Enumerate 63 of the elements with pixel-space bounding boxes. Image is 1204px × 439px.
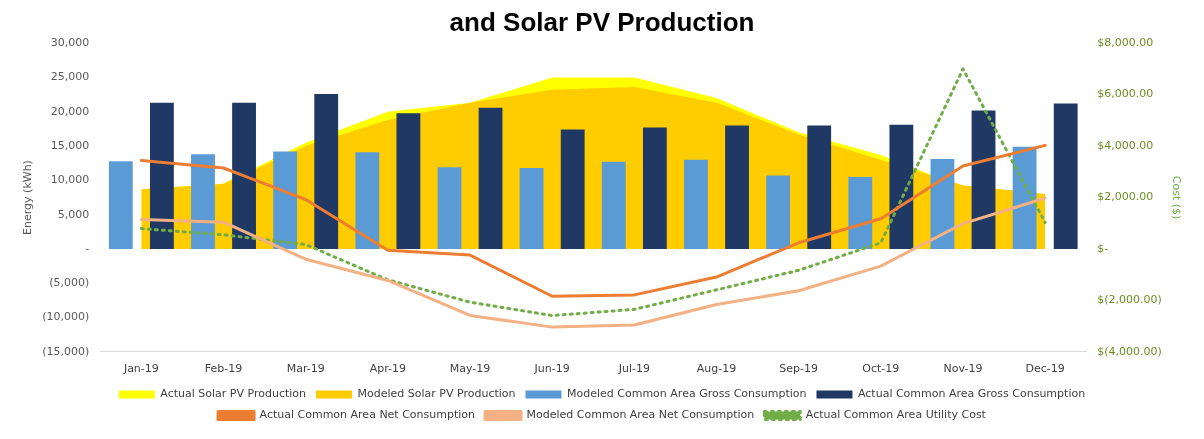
y2-tick-label: $(2,000.00)	[1097, 293, 1162, 307]
y-tick-label: (10,000)	[42, 310, 90, 324]
y-tick-label: -	[85, 241, 90, 255]
x-tick-label: May-19	[449, 362, 491, 376]
y-tick-label: (15,000)	[42, 344, 90, 358]
bar	[273, 151, 298, 249]
x-tick-label: Jul-19	[617, 362, 650, 376]
y2-tick-label: $6,000.00	[1097, 87, 1154, 101]
legend-label: Actual Common Area Utility Cost	[805, 408, 987, 422]
bar	[1053, 103, 1078, 249]
y-tick-label: 5,000	[57, 207, 90, 221]
bar	[149, 102, 174, 249]
y-tick-label: 10,000	[50, 173, 90, 187]
bar	[478, 107, 503, 249]
bar	[355, 152, 380, 249]
bar	[766, 175, 791, 249]
y-tick-label: 30,000	[50, 36, 90, 50]
bar	[642, 127, 667, 249]
bar	[848, 176, 873, 249]
y2-tick-label: $4,000.00	[1097, 138, 1154, 152]
x-tick-label: Dec-19	[1025, 362, 1065, 376]
legend-label: Modeled Common Area Gross Consumption	[567, 387, 807, 401]
bar	[314, 93, 339, 249]
y2-tick-label: $(4,000.00)	[1097, 344, 1162, 358]
bar	[437, 167, 462, 249]
y-tick-label: (5,000)	[49, 276, 90, 290]
x-tick-label: Sep-19	[779, 362, 819, 376]
bar	[725, 125, 749, 249]
bar	[191, 154, 215, 249]
x-tick-label: Nov-19	[943, 362, 983, 376]
legend-label: Actual Common Area Net Consumption	[259, 408, 476, 422]
bar	[396, 113, 421, 249]
y2-axis-title: Cost ($)	[1169, 175, 1183, 220]
x-tick-label: Jun-19	[533, 362, 570, 376]
x-tick-label: Jan-19	[122, 362, 159, 376]
bar	[560, 129, 585, 249]
y2-tick-label: $2,000.00	[1097, 190, 1154, 204]
bar	[684, 159, 708, 249]
x-tick-label: Mar-19	[286, 362, 325, 376]
legend-label: Modeled Solar PV Production	[357, 387, 516, 401]
y2-tick-label: $-	[1097, 241, 1109, 255]
bar	[889, 124, 914, 249]
x-tick-label: Aug-19	[696, 362, 737, 376]
legend-label: Actual Solar PV Production	[160, 387, 307, 401]
x-tick-label: Apr-19	[369, 362, 406, 376]
x-tick-label: Feb-19	[204, 362, 243, 376]
y-tick-label: 25,000	[50, 70, 90, 84]
y-tick-label: 15,000	[50, 138, 90, 152]
legend-label: Actual Common Area Gross Consumption	[857, 387, 1086, 401]
chart-title: and Solar PV Production	[449, 6, 755, 37]
bar	[971, 110, 996, 249]
bar	[519, 168, 544, 249]
x-tick-label: Oct-19	[862, 362, 900, 376]
legend-label: Modeled Common Area Net Consumption	[526, 408, 755, 422]
bar	[232, 102, 256, 249]
line-series	[139, 67, 1047, 318]
bar	[108, 161, 133, 249]
bar	[601, 161, 626, 249]
y-tick-label: 20,000	[50, 104, 90, 118]
y-axis-title: Energy (kWh)	[21, 160, 35, 235]
bar	[807, 125, 832, 249]
y2-tick-label: $8,000.00	[1097, 36, 1154, 50]
bar	[1012, 146, 1037, 249]
